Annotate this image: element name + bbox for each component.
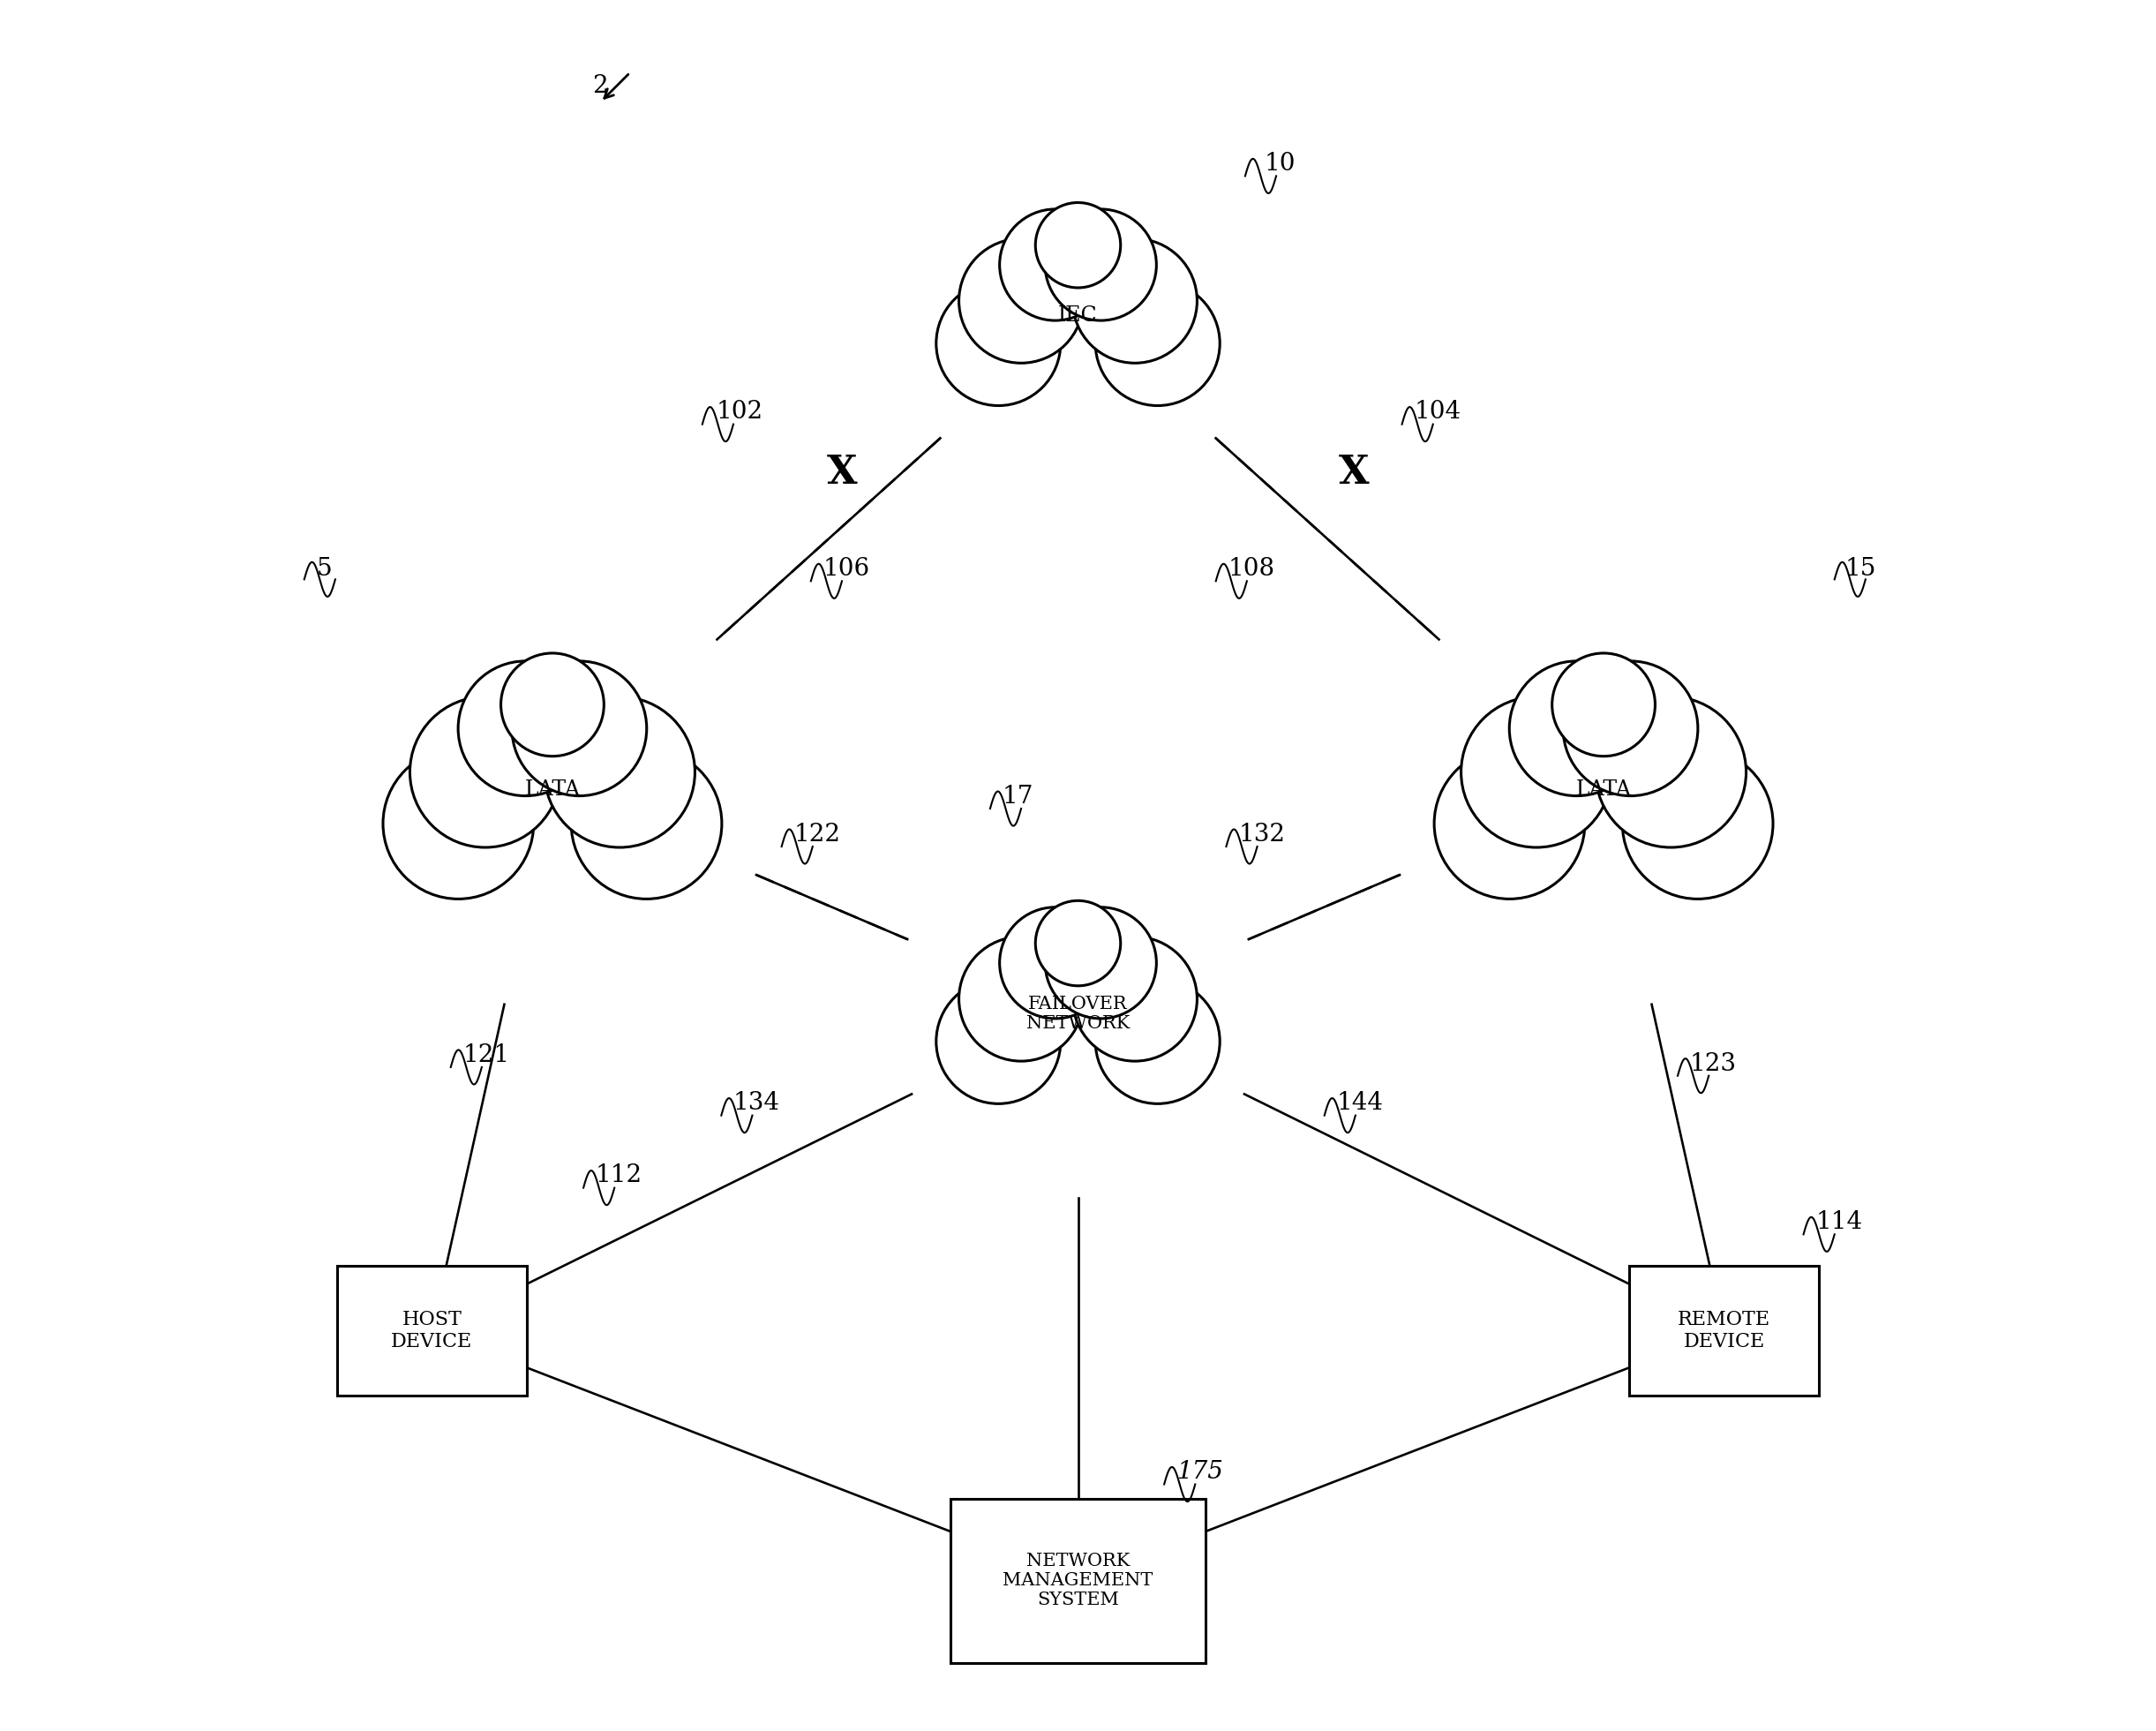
Circle shape bbox=[1000, 209, 1110, 320]
Text: LATA: LATA bbox=[524, 779, 580, 800]
Circle shape bbox=[1095, 280, 1220, 405]
Circle shape bbox=[1046, 907, 1156, 1018]
Circle shape bbox=[1000, 907, 1110, 1018]
Circle shape bbox=[511, 661, 647, 796]
Circle shape bbox=[1035, 900, 1121, 987]
Circle shape bbox=[1074, 936, 1197, 1061]
Text: 122: 122 bbox=[793, 822, 841, 846]
Text: REMOTE
DEVICE: REMOTE DEVICE bbox=[1677, 1310, 1770, 1352]
Circle shape bbox=[1074, 239, 1197, 364]
Circle shape bbox=[1509, 661, 1645, 796]
Circle shape bbox=[1095, 980, 1220, 1104]
Circle shape bbox=[1074, 936, 1197, 1061]
Circle shape bbox=[500, 653, 604, 756]
Text: 5: 5 bbox=[317, 557, 332, 582]
Text: NETWORK
MANAGEMENT
SYSTEM: NETWORK MANAGEMENT SYSTEM bbox=[1003, 1553, 1153, 1608]
Circle shape bbox=[1434, 748, 1585, 898]
Text: 112: 112 bbox=[595, 1163, 642, 1187]
Circle shape bbox=[1462, 698, 1613, 848]
Text: X: X bbox=[1339, 454, 1369, 492]
Circle shape bbox=[936, 280, 1061, 405]
Circle shape bbox=[1595, 698, 1746, 848]
Text: 121: 121 bbox=[464, 1044, 509, 1066]
Circle shape bbox=[1000, 907, 1110, 1018]
Text: 15: 15 bbox=[1846, 557, 1876, 582]
Circle shape bbox=[1035, 203, 1121, 287]
Circle shape bbox=[1046, 209, 1156, 320]
Circle shape bbox=[511, 661, 647, 796]
Circle shape bbox=[1046, 907, 1156, 1018]
Circle shape bbox=[384, 748, 535, 898]
Circle shape bbox=[1035, 900, 1121, 987]
Text: 123: 123 bbox=[1690, 1052, 1736, 1075]
Circle shape bbox=[384, 748, 535, 898]
Circle shape bbox=[410, 698, 561, 848]
Circle shape bbox=[1552, 653, 1656, 756]
Bar bbox=[1630, 1267, 1820, 1395]
Circle shape bbox=[959, 936, 1082, 1061]
Circle shape bbox=[1000, 209, 1110, 320]
Circle shape bbox=[1095, 280, 1220, 405]
Circle shape bbox=[1563, 661, 1699, 796]
Circle shape bbox=[1074, 239, 1197, 364]
Text: FAILOVER
NETWORK: FAILOVER NETWORK bbox=[1026, 995, 1130, 1032]
Text: IEC: IEC bbox=[1059, 305, 1097, 325]
Circle shape bbox=[1595, 698, 1746, 848]
Text: 108: 108 bbox=[1229, 557, 1274, 582]
Circle shape bbox=[959, 936, 1082, 1061]
Bar bbox=[336, 1267, 526, 1395]
Text: 106: 106 bbox=[824, 557, 869, 582]
Text: 132: 132 bbox=[1238, 822, 1285, 846]
Text: 2: 2 bbox=[593, 74, 608, 99]
Circle shape bbox=[1434, 748, 1585, 898]
Circle shape bbox=[1563, 661, 1699, 796]
Text: 10: 10 bbox=[1263, 152, 1296, 177]
Text: LATA: LATA bbox=[1576, 779, 1632, 800]
Circle shape bbox=[457, 661, 593, 796]
Circle shape bbox=[1621, 748, 1772, 898]
Circle shape bbox=[959, 239, 1082, 364]
Circle shape bbox=[936, 280, 1061, 405]
Text: 144: 144 bbox=[1337, 1092, 1384, 1115]
Circle shape bbox=[1095, 980, 1220, 1104]
Circle shape bbox=[959, 239, 1082, 364]
Text: 134: 134 bbox=[733, 1092, 780, 1115]
Text: X: X bbox=[826, 454, 858, 492]
Text: 17: 17 bbox=[1003, 784, 1033, 808]
Circle shape bbox=[936, 980, 1061, 1104]
Circle shape bbox=[543, 698, 694, 848]
Circle shape bbox=[571, 748, 722, 898]
Text: HOST
DEVICE: HOST DEVICE bbox=[390, 1310, 472, 1352]
Circle shape bbox=[410, 698, 561, 848]
Text: 175: 175 bbox=[1177, 1461, 1222, 1483]
Bar bbox=[951, 1499, 1205, 1663]
Circle shape bbox=[936, 980, 1061, 1104]
Circle shape bbox=[500, 653, 604, 756]
Circle shape bbox=[1509, 661, 1645, 796]
Circle shape bbox=[457, 661, 593, 796]
Text: 102: 102 bbox=[716, 400, 763, 424]
Circle shape bbox=[571, 748, 722, 898]
Text: 114: 114 bbox=[1815, 1210, 1863, 1234]
Circle shape bbox=[1035, 203, 1121, 287]
Circle shape bbox=[543, 698, 694, 848]
Circle shape bbox=[1046, 209, 1156, 320]
Text: 104: 104 bbox=[1414, 400, 1462, 424]
Circle shape bbox=[1621, 748, 1772, 898]
Circle shape bbox=[1552, 653, 1656, 756]
Circle shape bbox=[1462, 698, 1613, 848]
